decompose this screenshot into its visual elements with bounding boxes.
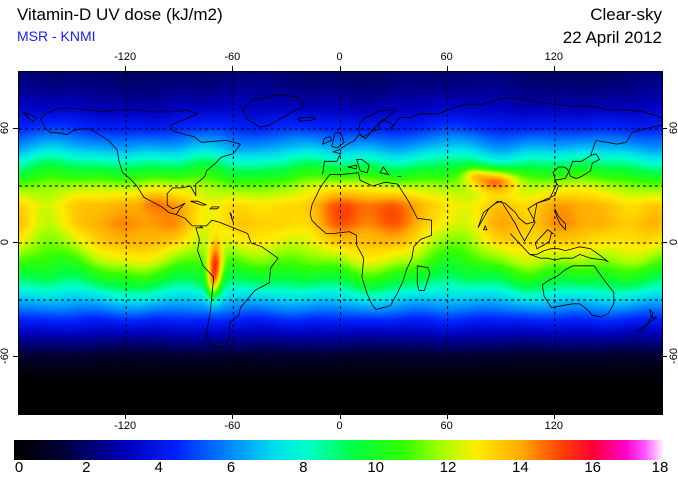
xtick-label-bottom-0: 0 [336, 420, 343, 432]
colorbar-gradient [14, 440, 665, 460]
ytick-left-60 [13, 128, 18, 129]
page-title: Vitamin-D UV dose (kJ/m2) [17, 5, 223, 24]
xtick-label-bottom-60: 60 [440, 420, 453, 432]
xtick-top-0 [339, 66, 341, 71]
ytick-right-0 [662, 242, 667, 243]
coastlines [22, 94, 662, 368]
colorbar-tick-4: 4 [154, 459, 163, 476]
world-map-plot [18, 71, 663, 415]
colorbar-tick-6: 6 [226, 459, 236, 476]
graticule [19, 72, 662, 414]
xtick-label-top-120: 120 [544, 51, 564, 63]
colorbar-tick-16: 16 [584, 459, 601, 476]
xtick-top-60 [446, 66, 448, 71]
xtick-top--120 [125, 66, 127, 71]
ytick-right--60 [662, 356, 667, 357]
colorbar-tick-10: 10 [367, 459, 384, 476]
condition-label: Clear-sky [590, 5, 662, 24]
ytick-label-left--60: -60 [0, 348, 11, 364]
ytick-label-left-60: 60 [0, 121, 11, 135]
colorbar-tick-2: 2 [82, 459, 91, 476]
colorbar [14, 440, 665, 460]
ytick-label-left-0: 0 [0, 238, 11, 246]
xtick-bottom-0 [339, 414, 341, 419]
ytick-right-60 [662, 128, 667, 129]
chart-header: Vitamin-D UV dose (kJ/m2) MSR - KNMI Cle… [0, 0, 678, 60]
colorbar-tick-labels: 0 2 4 6 8 10 12 14 16 18 [14, 459, 669, 479]
xtick-label-top-0: 0 [336, 51, 343, 63]
xtick-label-top--120: -120 [114, 51, 137, 63]
xtick-label-bottom--60: -60 [224, 420, 241, 432]
xtick-top--60 [232, 66, 234, 71]
xtick-top-120 [553, 66, 555, 71]
colorbar-tick-14: 14 [511, 459, 529, 476]
xtick-bottom-120 [553, 414, 555, 419]
xtick-label-top--60: -60 [224, 51, 241, 63]
ytick-left--60 [13, 356, 18, 357]
date-label: 22 April 2012 [562, 28, 662, 47]
ytick-label-right-0: 0 [668, 239, 678, 245]
ytick-label-right-60: 60 [668, 121, 678, 135]
xtick-label-bottom-120: 120 [544, 420, 564, 432]
xtick-label-bottom--120: -120 [114, 420, 137, 432]
source-label: MSR - KNMI [17, 28, 96, 44]
colorbar-tick-0: 0 [14, 459, 24, 476]
xtick-label-top-60: 60 [440, 51, 453, 63]
colorbar-tick-8: 8 [299, 459, 308, 476]
colorbar-tick-12: 12 [439, 459, 457, 476]
xtick-bottom--60 [232, 414, 234, 419]
xtick-bottom--120 [125, 414, 127, 419]
colorbar-tick-18: 18 [651, 459, 669, 476]
map-overlay [19, 72, 662, 414]
xtick-bottom-60 [446, 414, 448, 419]
ytick-left-0 [13, 242, 18, 243]
ytick-label-right--60: -60 [668, 348, 678, 364]
